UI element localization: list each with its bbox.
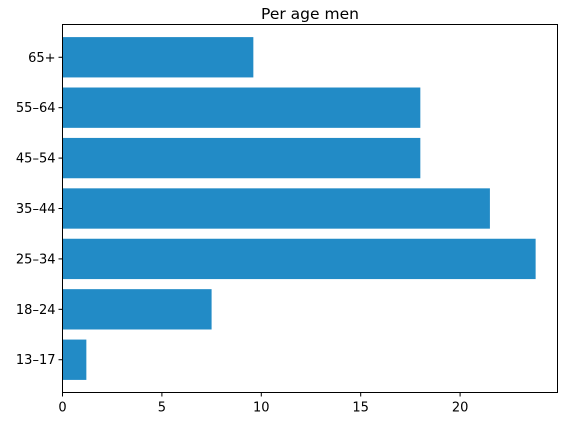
- y-axis-ticks: 13–17 18–24 25–34 35–44 45–54 55–64 65+: [16, 51, 63, 368]
- y-tick-label: 25–34: [16, 252, 56, 267]
- x-axis-ticks: 0 5 10 15 20: [58, 392, 469, 416]
- x-tick-label: 10: [253, 401, 270, 416]
- bar-2: [62, 238, 536, 280]
- bar-3: [62, 188, 490, 229]
- bar-1: [62, 289, 212, 330]
- x-tick-label: 15: [352, 401, 369, 416]
- chart-title: Per age men: [261, 5, 359, 23]
- bar-5: [62, 87, 421, 128]
- y-tick-label: 65+: [28, 51, 55, 66]
- y-tick-label: 18–24: [16, 303, 56, 318]
- x-tick-label: 5: [158, 401, 166, 416]
- bars-group: [62, 37, 536, 380]
- bar-0: [62, 339, 87, 380]
- bar-6: [62, 37, 254, 78]
- x-tick-label: 20: [452, 401, 469, 416]
- bar-4: [62, 137, 421, 179]
- x-tick-label: 0: [58, 401, 66, 416]
- y-tick-label: 45–54: [16, 152, 56, 167]
- plot-frame: [62, 24, 558, 393]
- y-tick-label: 55–64: [16, 101, 56, 116]
- y-tick-label: 35–44: [16, 202, 56, 217]
- y-tick-label: 13–17: [16, 353, 56, 368]
